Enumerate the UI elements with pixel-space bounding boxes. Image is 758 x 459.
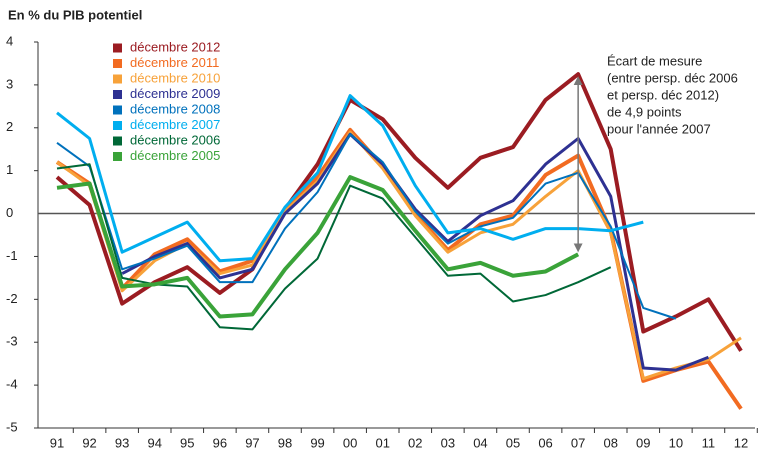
y-tick-label: -5 bbox=[6, 419, 18, 434]
series-line bbox=[55, 72, 743, 352]
x-tick-label: 94 bbox=[147, 435, 161, 450]
series-line bbox=[56, 133, 677, 320]
x-tick-label: 11 bbox=[702, 435, 716, 450]
series-line bbox=[56, 94, 644, 263]
x-tick-label: 00 bbox=[343, 435, 357, 450]
legend-swatch bbox=[113, 105, 122, 115]
legend-label: décembre 2007 bbox=[130, 117, 220, 132]
x-tick-label: 09 bbox=[636, 435, 650, 450]
x-tick-label: 93 bbox=[115, 435, 129, 450]
legend-label: décembre 2008 bbox=[130, 101, 220, 116]
x-tick-label: 96 bbox=[213, 435, 227, 450]
series-line bbox=[56, 175, 580, 319]
x-tick-label: 10 bbox=[669, 435, 683, 450]
y-tick-label: -1 bbox=[6, 248, 18, 263]
x-tick-label: 92 bbox=[82, 435, 96, 450]
y-tick-label: 1 bbox=[6, 162, 13, 177]
y-tick-label: -3 bbox=[6, 334, 18, 349]
legend-swatch bbox=[113, 43, 122, 53]
legend-label: décembre 2005 bbox=[130, 148, 220, 163]
y-tick-label: -4 bbox=[6, 377, 18, 392]
legend-label: décembre 2010 bbox=[130, 70, 220, 85]
legend-label: décembre 2012 bbox=[130, 39, 220, 54]
legend-label: décembre 2009 bbox=[130, 86, 220, 101]
x-tick-label: 91 bbox=[50, 435, 64, 450]
series-line bbox=[56, 163, 612, 331]
y-tick-label: -2 bbox=[6, 291, 18, 306]
legend-swatch bbox=[113, 152, 122, 161]
legend-swatch bbox=[113, 59, 122, 68]
x-tick-label: 03 bbox=[441, 435, 455, 450]
x-tick-label: 95 bbox=[180, 435, 194, 450]
x-tick-label: 08 bbox=[603, 435, 617, 450]
annotation: et persp. déc 2012) bbox=[607, 87, 719, 102]
x-tick-label: 02 bbox=[408, 435, 422, 450]
x-tick-label: 99 bbox=[310, 435, 324, 450]
x-tick-label: 04 bbox=[473, 435, 487, 450]
x-tick-label: 01 bbox=[375, 435, 389, 450]
y-tick-label: 2 bbox=[6, 119, 13, 134]
x-tick-label: 05 bbox=[506, 435, 520, 450]
legend-label: décembre 2011 bbox=[130, 55, 219, 70]
y-tick-label: 4 bbox=[6, 33, 13, 48]
y-axis-title: En % du PIB potentiel bbox=[8, 7, 142, 22]
x-tick-label: 06 bbox=[538, 435, 552, 450]
y-tick-label: 0 bbox=[6, 205, 13, 220]
annotation: pour l'année 2007 bbox=[607, 121, 711, 136]
annotation: de 4,9 points bbox=[607, 104, 682, 119]
x-tick-label: 07 bbox=[571, 435, 585, 450]
legend-swatch bbox=[113, 74, 122, 84]
annotation: (entre persp. déc 2006 bbox=[607, 70, 738, 85]
annotation: Écart de mesure bbox=[607, 53, 702, 68]
legend-swatch bbox=[113, 90, 122, 99]
y-tick-label: 3 bbox=[6, 76, 13, 91]
x-tick-label: 98 bbox=[278, 435, 292, 450]
x-tick-label: 97 bbox=[245, 435, 259, 450]
series-line bbox=[121, 132, 709, 372]
x-tick-label: 12 bbox=[734, 435, 748, 450]
series-line bbox=[55, 127, 743, 410]
legend-swatch bbox=[113, 136, 122, 146]
legend-label: décembre 2006 bbox=[130, 132, 220, 147]
legend-swatch bbox=[113, 121, 122, 130]
